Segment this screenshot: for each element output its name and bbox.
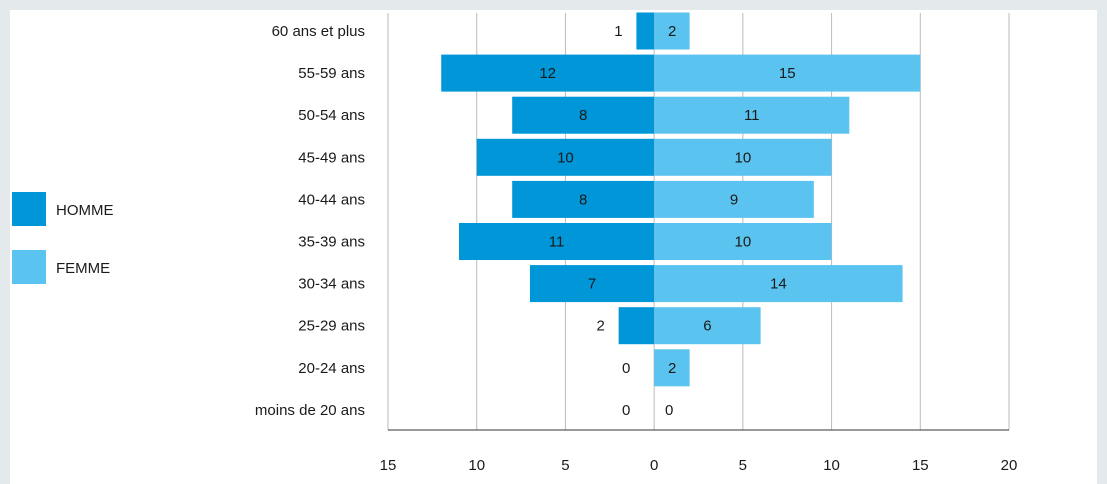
x-tick-label-4: 5	[739, 457, 747, 474]
data-label-homme-4: 8	[579, 191, 587, 208]
x-tick-label-1: 10	[468, 457, 485, 474]
data-label-homme-5: 11	[549, 234, 565, 251]
data-label-femme-2: 11	[744, 107, 760, 124]
category-label-6: 30-34 ans	[298, 276, 365, 293]
data-label-homme-0: 1	[614, 23, 622, 40]
legend-label-homme: HOMME	[56, 202, 114, 219]
data-label-homme-6: 7	[588, 276, 596, 293]
category-label-4: 40-44 ans	[298, 191, 365, 208]
x-tick-label-2: 5	[561, 457, 569, 474]
bar-femme-5	[654, 223, 832, 260]
category-label-2: 50-54 ans	[298, 107, 365, 124]
category-label-0: 60 ans et plus	[272, 23, 365, 40]
data-label-homme-3: 10	[557, 149, 574, 166]
bar-femme-4	[654, 180, 814, 218]
bar-femme-1	[654, 54, 921, 92]
data-label-homme-1: 12	[539, 65, 556, 82]
bar-homme-7	[618, 307, 655, 345]
bar-femme-3	[654, 138, 832, 176]
bar-homme-4	[512, 180, 655, 218]
category-label-1: 55-59 ans	[298, 65, 365, 82]
chart-panel: 1 2 12 15 8 11 10 10 8 9 11 10 7 14 2 6 0 2 0 0 60 ans et p…	[10, 10, 1097, 484]
data-label-femme-9: 0	[665, 402, 673, 419]
category-label-7: 25-29 ans	[298, 318, 365, 335]
category-label-9: moins de 20 ans	[255, 402, 365, 419]
category-labels: 60 ans et plus 55-59 ans 50-54 ans 45-49 an…	[255, 23, 365, 419]
bar-homme-6	[529, 265, 655, 303]
bar-femme-2	[654, 96, 850, 134]
bar-femme-0	[654, 12, 690, 50]
category-label-3: 45-49 ans	[298, 149, 365, 166]
x-tick-label-6: 15	[912, 457, 929, 474]
data-label-homme-9: 0	[622, 402, 630, 419]
data-label-femme-0: 2	[668, 23, 676, 40]
legend-swatch-homme	[12, 192, 46, 226]
category-label-5: 35-39 ans	[298, 234, 365, 251]
category-label-8: 20-24 ans	[298, 360, 365, 377]
legend-label-femme: FEMME	[56, 260, 110, 277]
data-label-femme-1: 15	[779, 65, 796, 82]
bar-femme-7	[654, 307, 761, 345]
data-label-homme-8: 0	[622, 360, 630, 377]
bar-femme-6	[654, 265, 903, 303]
data-label-femme-5: 10	[735, 234, 752, 251]
bar-homme-3	[476, 138, 655, 176]
data-label-femme-6: 14	[770, 276, 787, 293]
bars	[441, 12, 921, 387]
data-label-homme-7: 2	[596, 318, 604, 335]
x-tick-label-0: 15	[380, 457, 397, 474]
bar-homme-0	[636, 12, 655, 50]
data-label-femme-8: 2	[668, 360, 676, 377]
bar-homme-1	[441, 54, 655, 92]
x-axis: 15 10 5 0 5 10 15 20	[380, 429, 1018, 474]
x-tick-label-5: 10	[823, 457, 840, 474]
x-tick-label-3: 0	[650, 457, 658, 474]
data-label-femme-3: 10	[735, 149, 752, 166]
data-label-femme-4: 9	[730, 191, 738, 208]
legend: HOMME FEMME	[12, 192, 114, 284]
data-label-femme-7: 6	[703, 318, 711, 335]
bar-femme-8	[654, 349, 690, 387]
bar-homme-5	[458, 223, 655, 260]
legend-swatch-femme	[12, 250, 46, 284]
bar-homme-2	[512, 96, 655, 134]
x-tick-label-7: 20	[1001, 457, 1018, 474]
data-label-homme-2: 8	[579, 107, 587, 124]
